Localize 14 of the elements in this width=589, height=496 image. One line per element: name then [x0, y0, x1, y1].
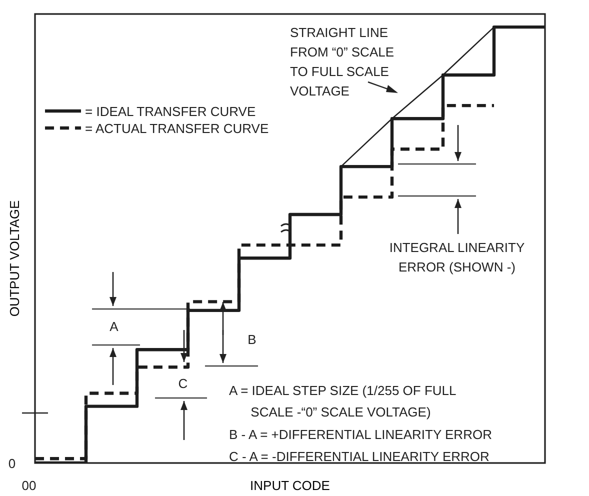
text: 00 — [22, 478, 36, 493]
legend-label: = ACTUAL TRANSFER CURVE — [85, 121, 269, 136]
annotation: STRAIGHT LINE FROM “0” SCALE TO FULL SCALE VOLTAGE — [290, 25, 394, 98]
x-axis-title: INPUT CODE — [250, 478, 330, 493]
y-axis-title: OUTPUT VOLTAGE — [7, 200, 22, 317]
annotation: C — [178, 376, 188, 391]
legend-label: = IDEAL TRANSFER CURVE — [85, 104, 256, 119]
annotation: INTEGRAL LINEARITY ERROR (SHOWN -) — [389, 240, 525, 274]
text: 0 — [8, 456, 16, 471]
annotation: B — [248, 332, 256, 347]
annotation: C - A = -DIFFERENTIAL LINEARITY ERROR — [229, 449, 490, 464]
annotation: A — [110, 319, 119, 334]
annotation: B - A = +DIFFERENTIAL LINEARITY ERROR — [229, 427, 492, 442]
annotation: A = IDEAL STEP SIZE (1/255 OF FULL SCALE -“0” SCALE VOLTAGE) — [229, 383, 456, 420]
